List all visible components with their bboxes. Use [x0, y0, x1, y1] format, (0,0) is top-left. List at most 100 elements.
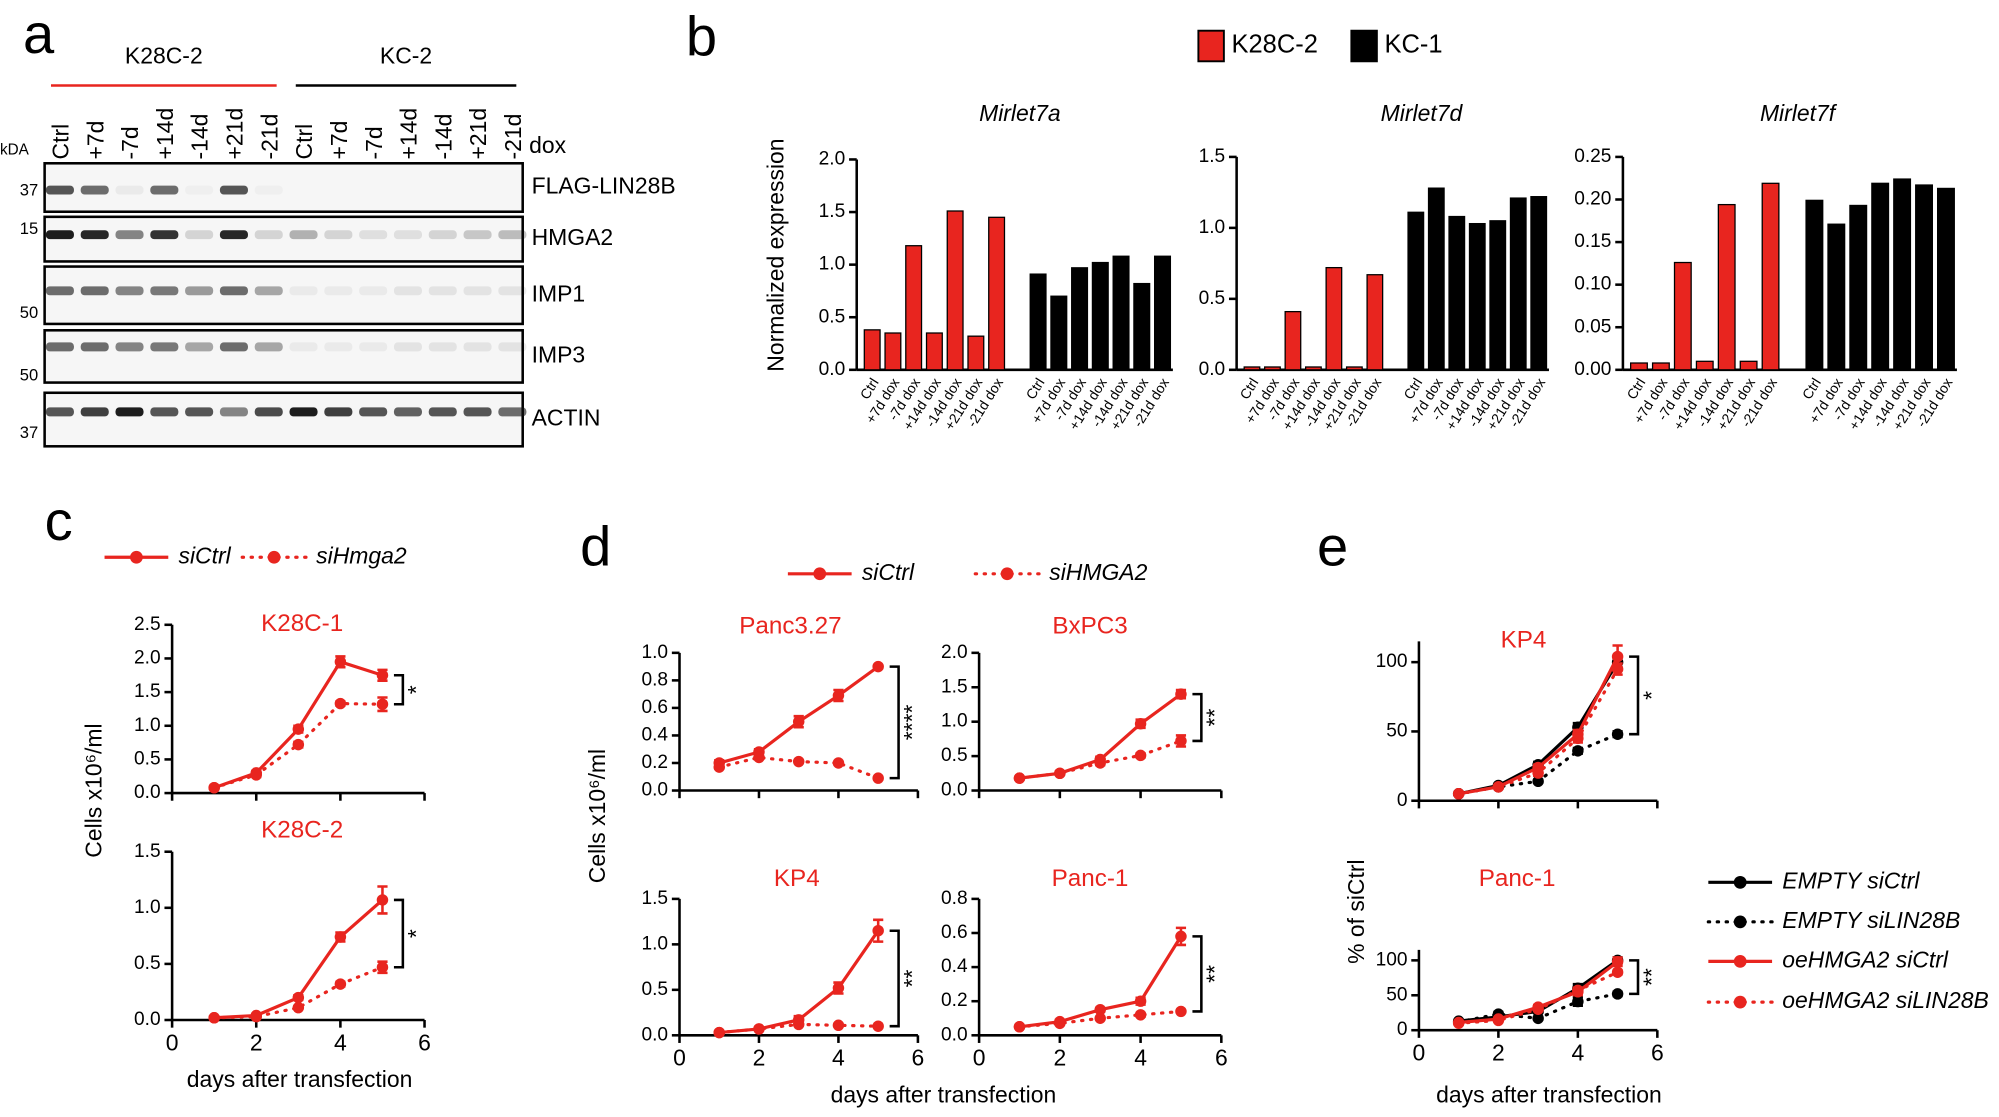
- band: [185, 186, 213, 195]
- lane-label: +21d: [222, 108, 248, 160]
- data-point: [1452, 788, 1465, 800]
- band: [80, 407, 109, 417]
- data-point: [832, 1019, 845, 1032]
- data-point: [1134, 1009, 1147, 1021]
- y-tick-label: 0.0: [819, 359, 846, 380]
- y-tick-label: 1.5: [134, 681, 161, 702]
- data-point: [872, 660, 884, 673]
- bar: [1630, 362, 1648, 371]
- band: [115, 407, 144, 417]
- significance-bracket: [889, 665, 900, 780]
- band: [463, 342, 492, 352]
- panel-letter: a: [23, 2, 55, 65]
- x-tick-label: 4: [1571, 1039, 1584, 1065]
- data-point: [292, 1001, 305, 1014]
- data-point: [292, 991, 305, 1004]
- y-tick-label: 1.0: [134, 897, 161, 918]
- data-point: [872, 924, 884, 937]
- y-tick-label: 0: [1397, 1019, 1408, 1040]
- x-tick-label: 2: [753, 1045, 766, 1071]
- data-point: [334, 697, 347, 710]
- data-point: [872, 772, 884, 784]
- band: [150, 230, 179, 240]
- band: [45, 286, 74, 296]
- data-point: [792, 1018, 805, 1031]
- y-tick-label: 0.5: [134, 748, 161, 769]
- panel-letter: e: [1317, 515, 1348, 578]
- band: [150, 407, 179, 417]
- significance-label: *: [403, 929, 429, 938]
- band: [219, 407, 248, 417]
- lane-label: +14d: [152, 108, 178, 160]
- band: [45, 185, 74, 195]
- band: [289, 342, 318, 352]
- band: [219, 286, 248, 296]
- data-point: [376, 894, 389, 906]
- legend-marker: [1733, 915, 1747, 929]
- legend-label: siHMGA2: [1049, 559, 1147, 585]
- bar: [1673, 261, 1692, 371]
- y-tick-label: 0.5: [819, 306, 846, 327]
- data-point: [753, 1023, 765, 1035]
- series-line: [212, 965, 385, 1020]
- y-tick-label: 1.0: [1199, 217, 1226, 238]
- lane-label: +7d: [326, 121, 352, 160]
- data-point: [1134, 995, 1147, 1007]
- chart-title: Mirlet7a: [979, 100, 1061, 126]
- y-tick-label: 2.0: [819, 149, 846, 170]
- bar: [1050, 295, 1068, 371]
- bar: [1530, 196, 1548, 371]
- legend-label: siHmga2: [316, 542, 407, 568]
- chart-title: Mirlet7f: [1760, 100, 1838, 126]
- y-tick-label: 0.25: [1574, 146, 1611, 167]
- lane-label: +7d: [82, 121, 108, 160]
- bar: [1345, 366, 1363, 371]
- x-axis-label: days after transfection: [1436, 1082, 1662, 1108]
- data-point: [1175, 930, 1187, 943]
- marker-label: 15: [20, 219, 38, 238]
- band: [428, 286, 457, 296]
- band: [219, 230, 248, 240]
- band: [463, 286, 492, 296]
- marker-label: 50: [20, 303, 38, 322]
- bar: [1915, 184, 1934, 371]
- band: [255, 186, 283, 195]
- y-tick-label: 0.5: [641, 979, 668, 1000]
- chart-title: KP4: [1501, 627, 1547, 654]
- data-point: [1094, 1012, 1106, 1024]
- x-tick-label: 4: [832, 1045, 845, 1071]
- band: [185, 230, 214, 240]
- y-tick-label: 0.0: [941, 780, 968, 801]
- band: [464, 186, 492, 195]
- legend-label: EMPTY siLIN28B: [1782, 907, 1960, 933]
- significance-label: **: [1202, 965, 1228, 983]
- data-point: [832, 757, 845, 769]
- bar: [863, 329, 881, 371]
- legend-swatch: [1197, 29, 1225, 63]
- significance-bracket: [1629, 655, 1640, 736]
- y-tick-label: 0.0: [641, 780, 668, 801]
- x-tick-label: 2: [1492, 1039, 1505, 1065]
- data-point: [1611, 956, 1624, 968]
- data-point: [753, 751, 765, 764]
- panel-letter: b: [686, 5, 717, 68]
- bar: [1695, 360, 1714, 371]
- data-point: [1492, 781, 1505, 793]
- legend-swatch: [1350, 29, 1378, 63]
- data-point: [792, 755, 805, 768]
- band: [428, 342, 457, 352]
- x-tick-label: 4: [1134, 1045, 1147, 1071]
- band: [80, 230, 109, 240]
- bar: [1304, 366, 1322, 371]
- series-line: [212, 701, 385, 790]
- y-tick-label: 1.5: [641, 888, 668, 909]
- y-tick-label: 0.4: [941, 956, 968, 977]
- significance-label: **: [1638, 968, 1664, 986]
- bar: [1489, 220, 1507, 371]
- band: [324, 186, 352, 195]
- band: [45, 407, 74, 417]
- bar: [1509, 197, 1527, 371]
- y-tick-label: 0.0: [941, 1024, 968, 1045]
- bar: [1029, 273, 1047, 371]
- y-tick-label: 0.0: [134, 782, 161, 803]
